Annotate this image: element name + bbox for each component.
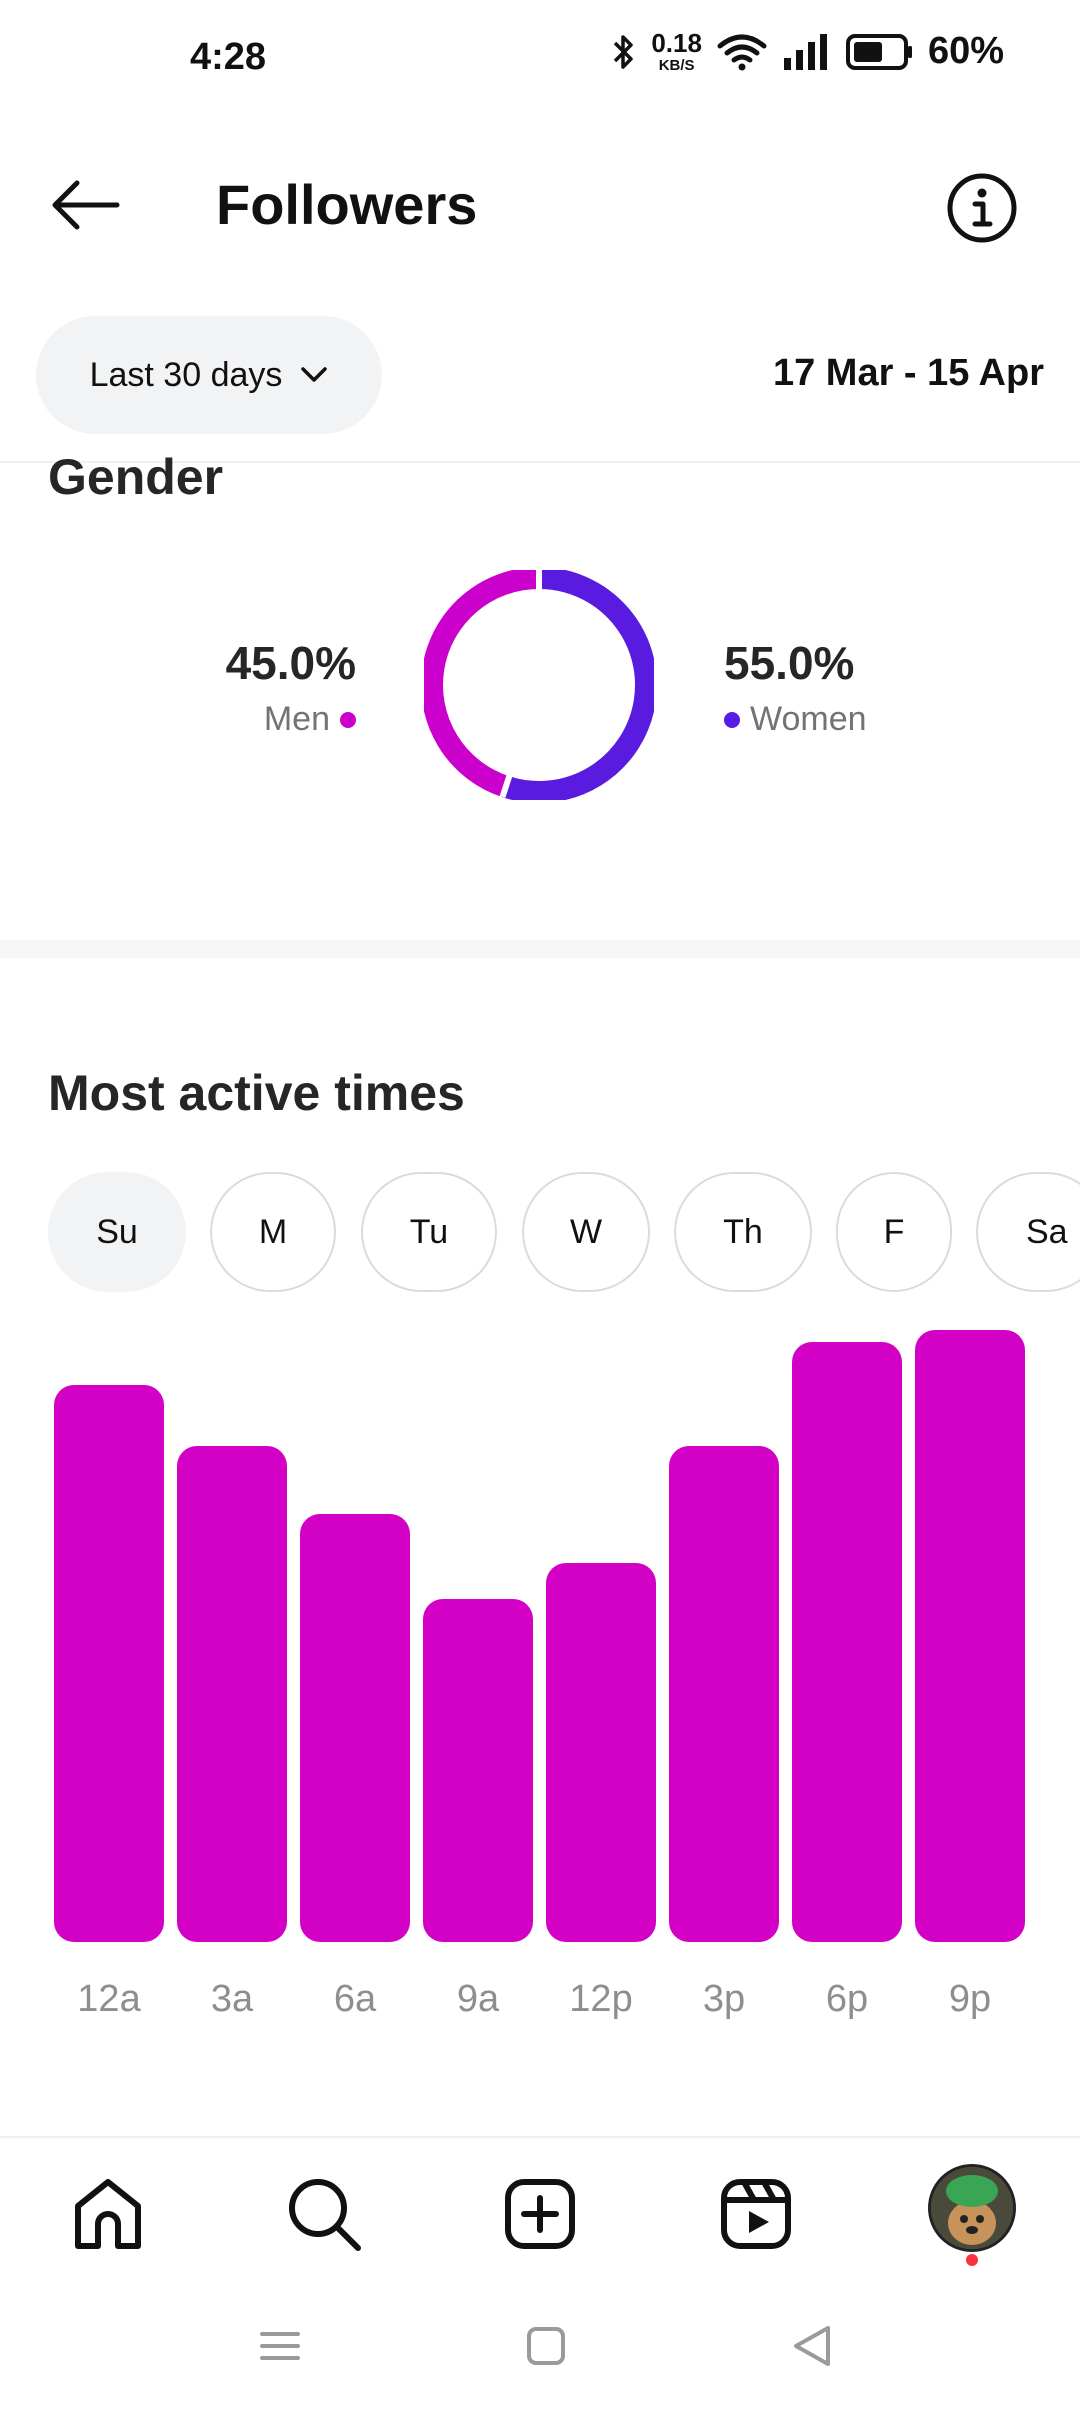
bar-6a [300,1514,410,1942]
info-button[interactable] [944,170,1020,246]
bar-12p [546,1563,656,1942]
info-icon [947,173,1017,243]
bar-9a [423,1599,533,1942]
donut-segment-women [502,570,654,800]
date-range-text: 17 Mar - 15 Apr [772,352,1044,394]
day-tab-thursday[interactable]: Th [674,1172,812,1292]
page-title: Followers [216,173,478,236]
create-icon[interactable] [500,2174,580,2254]
bar-3a [177,1446,287,1942]
active-times-bar-chart [0,1330,1080,1942]
home-icon[interactable] [68,2174,148,2254]
gender-section-title: Gender [48,449,224,505]
men-percent: 45.0% [225,637,356,689]
status-time: 4:28 [190,36,267,78]
reels-icon[interactable] [716,2174,796,2254]
network-speed-unit: KB/S [658,57,695,74]
men-label: Men [263,700,330,738]
gender-donut-chart [424,570,654,800]
tick-label-3a: 3a [210,1978,254,2020]
tick-label-6a: 6a [333,1978,377,2020]
bar-6p [792,1342,902,1942]
tick-label-12a: 12a [77,1978,141,2020]
wifi-icon [717,34,767,70]
battery-icon [845,33,912,70]
women-legend: Women [724,700,867,739]
network-speed-value: 0.18 [651,28,702,58]
day-tab-wednesday[interactable]: W [522,1172,650,1292]
women-dot [724,711,740,728]
bar-3p [669,1446,779,1942]
day-tab-monday[interactable]: M [210,1172,336,1292]
notification-dot [966,2254,978,2266]
back-triangle-icon[interactable] [782,2316,842,2376]
back-arrow-icon [52,180,120,230]
men-legend: Men [120,700,356,739]
bluetooth-icon [614,34,634,69]
network-speed: 0.18 KB/S [651,30,702,73]
tick-label-9a: 9a [456,1978,500,2020]
status-icons: 0.18 KB/S 60% [611,30,1004,73]
date-range-label: Last 30 days [89,355,283,394]
donut-segment-men [424,570,540,798]
day-tab-tuesday[interactable]: Tu [361,1172,497,1292]
menu-icon[interactable] [250,2316,310,2376]
bar-9p [915,1330,1025,1942]
back-button[interactable] [40,170,130,240]
men-dot [340,711,356,728]
women-percent: 55.0% [724,637,855,689]
avatar-image-icon [931,2167,1013,2249]
day-tab-saturday[interactable]: Sa [976,1172,1080,1292]
tick-label-3p: 3p [702,1978,746,2020]
bottom-nav-divider [0,2136,1080,2138]
home-square-icon[interactable] [516,2316,576,2376]
bar-12a [54,1385,164,1942]
section-divider [0,940,1080,958]
signal-icon [783,33,827,70]
profile-avatar[interactable] [928,2164,1016,2252]
battery-percent: 60% [927,30,1004,72]
search-icon[interactable] [284,2174,364,2254]
chevron-down-icon [301,367,328,382]
header-divider [0,461,1080,463]
day-tab-friday[interactable]: F [836,1172,952,1292]
tick-label-12p: 12p [569,1978,633,2020]
tick-label-9p: 9p [948,1978,992,2020]
date-range-dropdown[interactable]: Last 30 days [36,316,382,434]
women-label: Women [750,700,867,738]
active-times-title: Most active times [48,1065,465,1121]
tick-label-6p: 6p [825,1978,869,2020]
day-tab-sunday[interactable]: Su [48,1172,186,1292]
